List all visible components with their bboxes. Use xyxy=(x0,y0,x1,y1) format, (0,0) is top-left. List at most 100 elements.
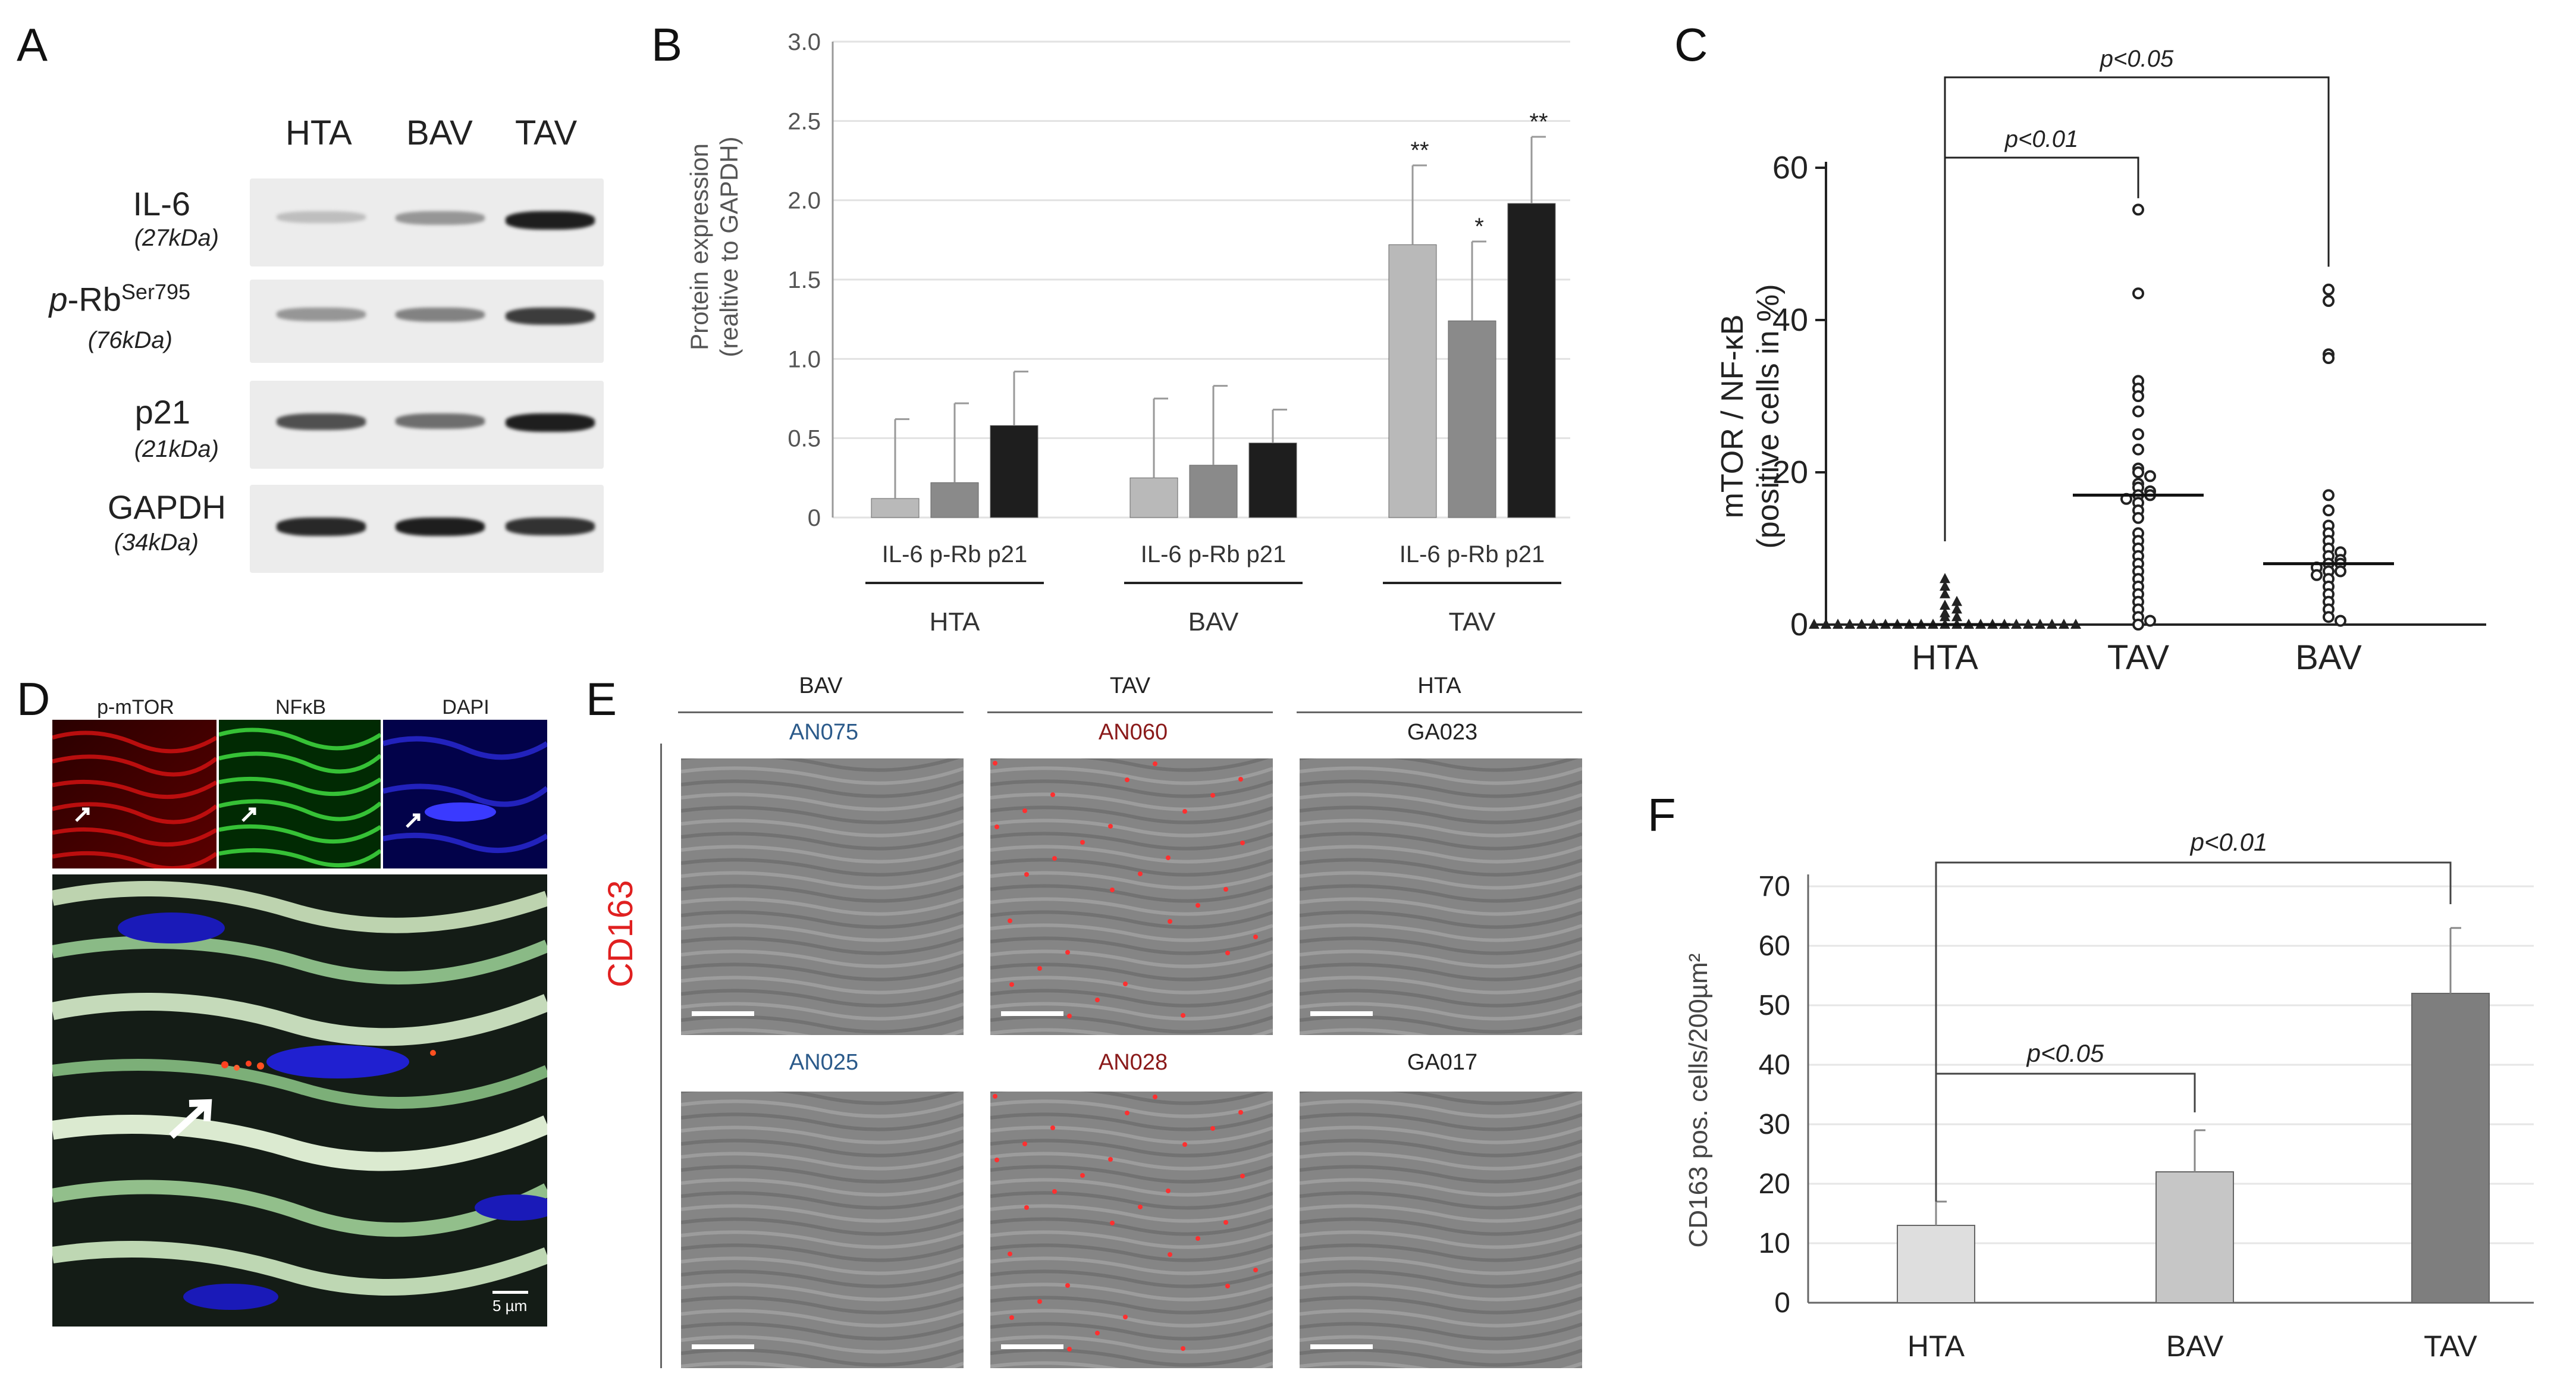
chart-c-ylabel-1: mTOR / NF-κB xyxy=(1715,315,1750,519)
group-label: HTA xyxy=(930,607,980,636)
cd163-micrograph xyxy=(1300,758,1582,1035)
data-point xyxy=(2132,619,2144,631)
blot-strip xyxy=(250,485,604,573)
bar xyxy=(930,482,979,518)
chart-b-ylabel-2: (realtive to GAPDH) xyxy=(715,136,743,357)
scale-bar xyxy=(1001,1011,1063,1016)
cd163-micrograph xyxy=(681,758,964,1035)
blot-strip xyxy=(250,178,604,266)
chart-c: 0 20 40 60 HTA TAV BAV p<0.01 p<0.05 mTOR / NF-… xyxy=(1715,46,2486,677)
y-tick-label: 2.5 xyxy=(787,108,821,134)
blot-band xyxy=(396,308,485,322)
data-point xyxy=(2047,619,2057,629)
bar xyxy=(1448,320,1496,518)
blot-band xyxy=(506,308,595,325)
blot-band xyxy=(277,518,366,536)
sample-label: AN060 xyxy=(1098,720,1168,745)
data-point xyxy=(2323,504,2335,516)
y-tick-label: 1.5 xyxy=(787,267,821,293)
blot-row-p21-name: p21 xyxy=(134,393,190,431)
comparison-bracket xyxy=(1944,76,2330,267)
panel-label-c: C xyxy=(1674,18,1708,71)
data-point xyxy=(2323,611,2335,623)
cd163-micrograph xyxy=(681,1092,964,1368)
data-point xyxy=(2132,428,2144,440)
y-tick-label: 50 xyxy=(1759,990,1790,1021)
tissue-texture xyxy=(990,1092,1273,1368)
tissue-texture xyxy=(990,758,1273,1035)
comparison-bracket xyxy=(1944,156,2139,541)
blot-strip xyxy=(250,381,604,469)
data-point xyxy=(2132,405,2144,418)
y-tick-label: 40 xyxy=(1759,1049,1790,1081)
lane-label-hta: HTA xyxy=(285,114,352,152)
bar xyxy=(1129,477,1178,518)
panel-label-a: A xyxy=(17,18,48,71)
nfkb-channel-texture xyxy=(219,720,381,868)
data-point xyxy=(1951,611,1962,622)
blot-row-gapdh-name: GAPDH xyxy=(107,488,226,526)
blot-row-il6-name: IL-6 xyxy=(133,185,191,222)
cd163-micrograph xyxy=(990,1092,1273,1368)
data-point xyxy=(2335,565,2346,578)
y-tick-label: 20 xyxy=(1772,454,1808,490)
comparison-bracket xyxy=(1935,1073,2196,1202)
comparison-label: p<0.05 xyxy=(2100,46,2174,72)
scale-bar xyxy=(492,1291,528,1294)
data-point xyxy=(1940,607,1950,617)
sample-label: AN028 xyxy=(1098,1050,1168,1075)
data-point xyxy=(2035,619,2045,629)
dapi-channel-texture xyxy=(383,720,547,868)
tissue-texture xyxy=(1300,1092,1582,1368)
comparison-label: p<0.01 xyxy=(2004,126,2078,152)
arrow-icon xyxy=(168,1099,212,1139)
data-point xyxy=(2323,489,2335,501)
comparison-label: p<0.05 xyxy=(2026,1039,2104,1067)
scale-bar xyxy=(1310,1011,1373,1016)
lane-label-tav: TAV xyxy=(515,114,578,152)
merged-texture xyxy=(52,874,547,1327)
y-tick-label: 3.0 xyxy=(787,29,821,55)
y-tick-label: 60 xyxy=(1759,930,1790,962)
x-tick-label: HTA xyxy=(1907,1329,1965,1363)
scale-bar xyxy=(1310,1344,1373,1349)
lane-label-bav: BAV xyxy=(406,114,473,152)
data-point xyxy=(2132,512,2144,524)
data-point xyxy=(2144,470,2156,482)
data-point xyxy=(2011,619,2022,629)
chart-b-ylabel-1: Protein expression xyxy=(685,143,713,350)
sample-label: AN075 xyxy=(789,720,859,745)
blot-strip xyxy=(250,280,604,363)
data-point xyxy=(2132,466,2144,478)
bar xyxy=(1897,1225,1975,1303)
blot-row-prb-name: p-RbSer795 xyxy=(49,280,190,318)
scale-bar xyxy=(692,1011,754,1016)
data-point xyxy=(2059,619,2069,629)
data-point xyxy=(2323,283,2335,296)
mtor-channel-texture xyxy=(52,720,217,868)
blot-row-prb-kda: (76kDa) xyxy=(87,327,172,353)
bar xyxy=(1388,244,1437,518)
x-tick-label: BAV xyxy=(2166,1329,2224,1363)
cd163-micrograph xyxy=(1300,1092,1582,1368)
sample-label: GA017 xyxy=(1407,1050,1478,1075)
data-point xyxy=(2323,352,2335,364)
x-tick-label: HTA xyxy=(1912,638,1978,677)
data-point xyxy=(2144,614,2156,627)
blot-band xyxy=(277,211,366,224)
y-tick-label: 40 xyxy=(1772,302,1808,338)
group-divider xyxy=(987,711,1273,713)
data-point xyxy=(2132,203,2144,216)
bar xyxy=(2155,1171,2234,1303)
group-header-tav: TAV xyxy=(1109,673,1151,698)
dapi-channel-image xyxy=(383,720,547,868)
cd163-micrograph xyxy=(990,758,1273,1035)
blot-row-il6-kda: (27kDa) xyxy=(134,225,219,251)
blot-band xyxy=(396,413,485,429)
blot-band xyxy=(277,308,366,321)
blot-band xyxy=(506,518,595,535)
data-point xyxy=(1940,600,1950,610)
significance-marker: * xyxy=(1474,214,1484,240)
channel-label-dapi: DAPI xyxy=(442,696,490,719)
data-point xyxy=(1868,619,1879,629)
